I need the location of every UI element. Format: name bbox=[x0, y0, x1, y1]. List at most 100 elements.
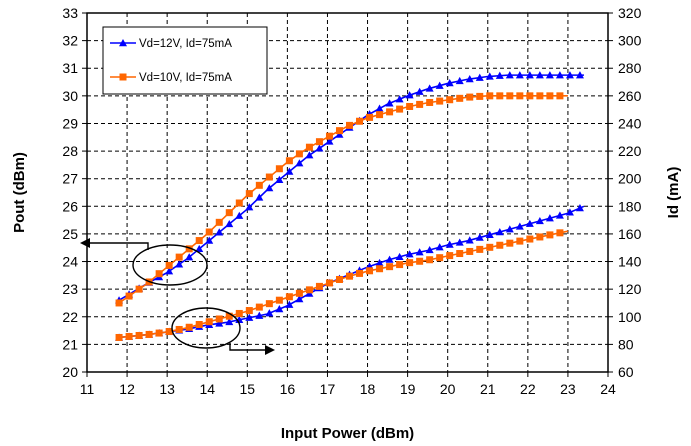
data-point bbox=[119, 39, 127, 47]
series-line bbox=[118, 205, 585, 339]
data-point bbox=[346, 272, 354, 280]
data-point bbox=[245, 307, 253, 315]
data-point bbox=[525, 219, 534, 227]
data-point bbox=[556, 229, 564, 237]
data-point bbox=[465, 75, 474, 83]
data-point bbox=[565, 71, 574, 79]
data-point bbox=[175, 260, 184, 268]
y2-tick-label: 160 bbox=[618, 226, 642, 242]
data-point bbox=[275, 296, 283, 304]
data-point bbox=[575, 204, 584, 212]
data-point bbox=[125, 332, 133, 340]
data-point bbox=[255, 181, 263, 189]
data-point bbox=[526, 92, 534, 100]
data-point bbox=[315, 144, 324, 152]
series-1 bbox=[115, 71, 584, 304]
data-point bbox=[475, 73, 484, 81]
data-point bbox=[405, 91, 414, 99]
data-point bbox=[145, 330, 153, 338]
x-tick-label: 23 bbox=[560, 381, 576, 397]
data-point bbox=[546, 92, 554, 100]
data-point bbox=[555, 211, 564, 219]
legend: Vd=12V, Id=75mA Vd=10V, Id=75mA bbox=[102, 26, 268, 95]
data-point bbox=[175, 253, 183, 261]
data-point bbox=[466, 247, 474, 255]
data-point bbox=[476, 245, 484, 253]
id-ellipse bbox=[171, 307, 241, 349]
y2-tick-label: 200 bbox=[618, 171, 642, 187]
data-point bbox=[235, 199, 243, 207]
data-point bbox=[476, 92, 484, 100]
data-point bbox=[205, 318, 213, 326]
y-tick-label: 30 bbox=[62, 88, 78, 104]
data-point bbox=[465, 236, 474, 244]
data-point bbox=[386, 108, 394, 116]
y2-tick-label: 100 bbox=[618, 309, 642, 325]
data-point bbox=[175, 325, 183, 333]
x-tick-label: 21 bbox=[480, 381, 496, 397]
data-point bbox=[406, 102, 414, 110]
data-point bbox=[385, 99, 394, 107]
data-point bbox=[515, 71, 524, 79]
data-point bbox=[366, 267, 374, 275]
y-tick-label: 20 bbox=[62, 364, 78, 380]
data-point bbox=[415, 248, 424, 256]
data-point bbox=[426, 256, 434, 264]
data-point bbox=[275, 175, 284, 183]
data-point bbox=[446, 96, 454, 104]
data-point bbox=[516, 237, 524, 245]
legend-label: Vd=12V, Id=75mA bbox=[139, 38, 232, 50]
legend-label: Vd=10V, Id=75mA bbox=[139, 72, 232, 84]
data-point bbox=[165, 261, 173, 269]
pout-ellipse bbox=[132, 244, 208, 286]
y-tick-label: 21 bbox=[62, 336, 78, 352]
data-point bbox=[486, 243, 494, 251]
data-point bbox=[346, 121, 354, 129]
data-point bbox=[305, 286, 313, 294]
data-point bbox=[315, 138, 323, 146]
y-tick-label: 23 bbox=[62, 281, 78, 297]
data-point bbox=[225, 219, 234, 228]
y2-tick-label: 180 bbox=[618, 198, 642, 214]
data-point bbox=[165, 328, 173, 336]
x-tick-labels: 11 12 13 14 15 16 17 18 19 20 21 22 23 24 bbox=[80, 381, 616, 397]
data-point bbox=[325, 279, 333, 287]
data-point bbox=[436, 97, 444, 105]
data-point bbox=[495, 227, 504, 236]
y2-tick-label: 140 bbox=[618, 254, 642, 270]
id-arrow bbox=[229, 343, 270, 351]
data-point bbox=[185, 245, 193, 253]
y-tick-label: 31 bbox=[62, 60, 78, 76]
data-point bbox=[385, 255, 394, 263]
data-point bbox=[205, 228, 213, 236]
y2-tick-label: 80 bbox=[618, 336, 634, 352]
x-tick-label: 19 bbox=[400, 381, 416, 397]
y-tick-label: 22 bbox=[62, 309, 78, 325]
legend-item: Vd=12V, Id=75mA bbox=[110, 38, 232, 50]
data-point bbox=[545, 214, 554, 222]
data-point bbox=[526, 235, 534, 243]
data-point bbox=[225, 209, 233, 217]
data-point bbox=[185, 253, 194, 261]
data-point bbox=[275, 165, 283, 173]
data-point bbox=[456, 94, 464, 102]
data-point bbox=[375, 258, 384, 267]
data-point bbox=[376, 111, 384, 119]
series-3 bbox=[115, 204, 585, 341]
data-point bbox=[356, 117, 364, 125]
data-point bbox=[235, 309, 243, 317]
data-point bbox=[426, 98, 434, 106]
y2-tick-label: 60 bbox=[618, 364, 634, 380]
data-point bbox=[496, 92, 504, 100]
data-point bbox=[396, 261, 404, 269]
data-point bbox=[435, 243, 444, 251]
data-point bbox=[536, 233, 544, 241]
data-point bbox=[556, 92, 564, 100]
data-point bbox=[155, 270, 163, 278]
data-point bbox=[485, 230, 494, 238]
data-point bbox=[255, 303, 263, 311]
data-point bbox=[555, 71, 564, 79]
data-point bbox=[195, 321, 203, 329]
data-point bbox=[505, 225, 514, 233]
